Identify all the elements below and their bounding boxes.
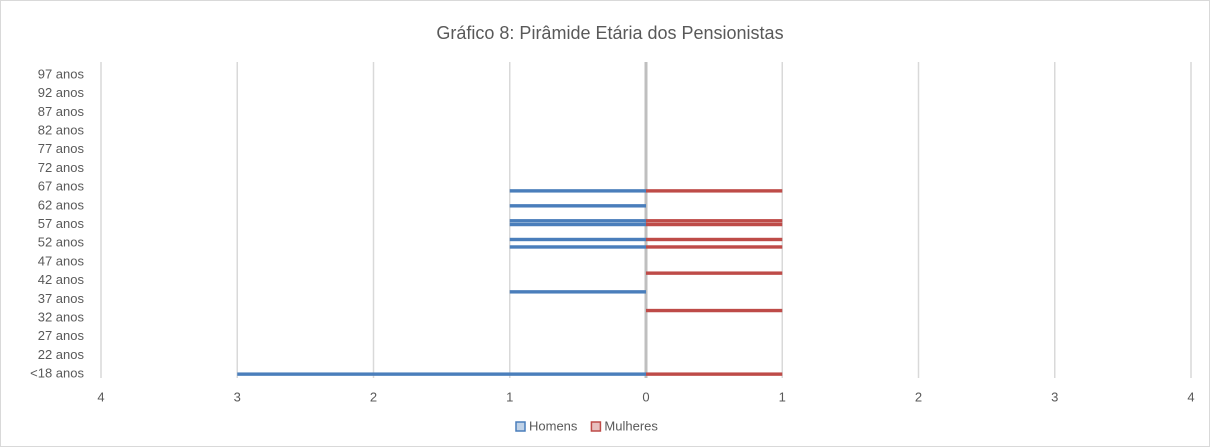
y-tick-label: 62 anos xyxy=(38,197,85,212)
y-tick-label: 87 anos xyxy=(38,104,85,119)
y-tick-label: 27 anos xyxy=(38,328,85,343)
bar xyxy=(237,372,646,376)
x-tick-label: 2 xyxy=(370,389,377,404)
legend-label: Homens xyxy=(529,418,578,433)
bar xyxy=(646,308,783,313)
y-tick-label: 72 anos xyxy=(38,160,85,175)
bar xyxy=(646,271,783,275)
bar xyxy=(509,222,646,227)
legend-swatch xyxy=(515,421,526,432)
y-tick-label: 67 anos xyxy=(38,179,85,194)
bar xyxy=(646,222,783,227)
legend-label: Mulheres xyxy=(604,418,658,433)
x-tick-label: 2 xyxy=(915,389,922,404)
y-tick-label: 47 anos xyxy=(38,253,85,268)
y-tick-label: 57 anos xyxy=(38,216,85,231)
x-tick-label: 4 xyxy=(1187,389,1194,404)
bar xyxy=(509,219,646,223)
bar xyxy=(646,237,783,242)
y-tick-label: 82 anos xyxy=(38,122,85,137)
bar xyxy=(509,245,646,249)
legend-swatch xyxy=(590,421,602,432)
x-tick-label: 1 xyxy=(506,389,513,404)
bar xyxy=(509,237,646,242)
bar xyxy=(646,372,783,376)
y-tick-label: 92 anos xyxy=(38,85,85,100)
y-tick-label: 42 anos xyxy=(38,272,85,287)
bar xyxy=(646,219,783,223)
x-tick-label: 3 xyxy=(234,389,241,404)
y-tick-label: 32 anos xyxy=(38,309,85,324)
x-tick-label: 0 xyxy=(642,389,649,404)
bar xyxy=(509,204,646,208)
y-tick-label: 97 anos xyxy=(38,66,85,81)
chart-title: Gráfico 8: Pirâmide Etária dos Pensionis… xyxy=(436,23,783,43)
y-tick-label: 77 anos xyxy=(38,141,85,156)
bar xyxy=(509,189,646,193)
x-tick-label: 4 xyxy=(97,389,104,404)
y-tick-label: 22 anos xyxy=(38,347,85,362)
bar xyxy=(646,245,783,249)
bar xyxy=(646,189,783,193)
x-tick-label: 3 xyxy=(1051,389,1058,404)
bar xyxy=(509,290,646,294)
y-tick-label: 37 anos xyxy=(38,291,85,306)
x-tick-label: 1 xyxy=(779,389,786,404)
y-tick-label: <18 anos xyxy=(30,366,84,381)
y-tick-label: 52 anos xyxy=(38,235,85,250)
